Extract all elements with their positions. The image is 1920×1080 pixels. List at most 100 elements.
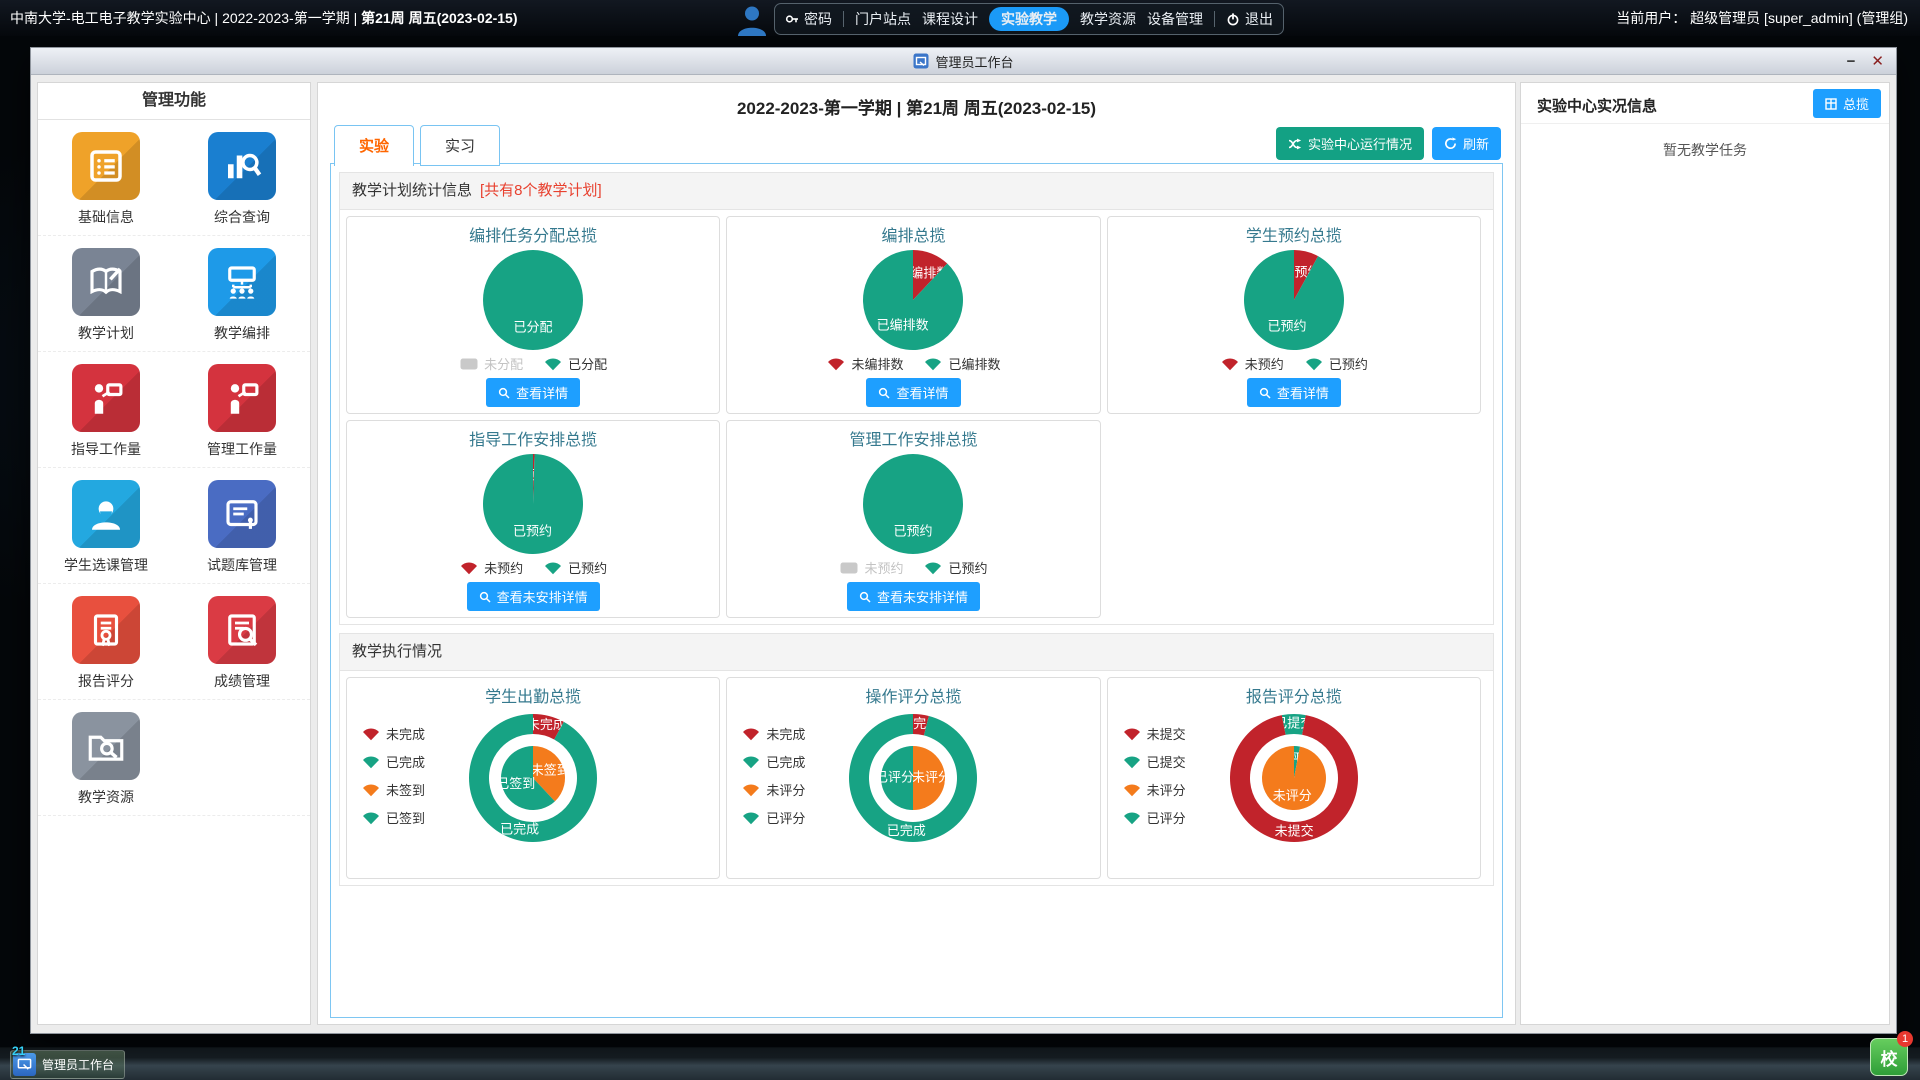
sidebar-item-chart-search-1[interactable]: 综合查询 bbox=[174, 132, 310, 227]
menu-item-resources[interactable]: 教学资源 bbox=[1080, 10, 1136, 27]
legend-fan-icon bbox=[363, 728, 379, 741]
magnifier-icon bbox=[859, 591, 871, 603]
view-detail-button[interactable]: 查看详情 bbox=[486, 378, 581, 407]
legend-label: 未分配 bbox=[484, 357, 524, 372]
tab-internship[interactable]: 实习 bbox=[420, 125, 501, 166]
legend-item-未预约[interactable]: 未预约 bbox=[1220, 354, 1284, 373]
legend-item-已编排数[interactable]: 已编排数 bbox=[923, 354, 1001, 373]
live-info-header: 实验中心实况信息 总揽 bbox=[1521, 83, 1889, 124]
legend-fan-icon bbox=[1305, 358, 1322, 371]
legend-item-已预约[interactable]: 已预约 bbox=[543, 558, 607, 577]
legend-label: 已评分 bbox=[766, 811, 806, 826]
doc-search-icon bbox=[208, 596, 276, 664]
sidebar-item-list-card-0[interactable]: 基础信息 bbox=[38, 132, 174, 227]
tab-experiment[interactable]: 实验 bbox=[334, 125, 415, 167]
sidebar-item-certificate-8[interactable]: 报告评分 bbox=[38, 596, 174, 691]
legend-label: 已编排数 bbox=[948, 357, 1001, 372]
legend-item-已分配[interactable]: 已分配 bbox=[543, 354, 607, 373]
system-title: 中南大学-电工电子教学实验中心 | 2022-2023-第一学期 | 第21周 … bbox=[10, 0, 518, 36]
sidebar-item-person-6[interactable]: 学生选课管理 bbox=[38, 480, 174, 575]
legend-label: 已完成 bbox=[386, 755, 426, 770]
sidebar-item-doc-search-9[interactable]: 成绩管理 bbox=[174, 596, 310, 691]
execution-section: 教学执行情况 学生出勤总揽 未完成 已完成 未签到 已签到 未完成 已完成 未签到 已签到 … bbox=[339, 633, 1494, 886]
sidebar-row: 指导工作量 管理工作量 bbox=[38, 352, 310, 468]
close-button[interactable]: ✕ bbox=[1871, 53, 1884, 70]
legend-item-未预约[interactable]: 未预约 bbox=[459, 558, 523, 577]
view-unarranged-button[interactable]: 查看未安排详情 bbox=[846, 582, 980, 611]
legend-item-未评分[interactable]: 未评分 bbox=[1122, 780, 1186, 799]
legend-item-已预约[interactable]: 已预约 bbox=[923, 558, 988, 577]
legend-item-未完成[interactable]: 未完成 bbox=[361, 724, 425, 743]
slice-label: 未完成 bbox=[527, 717, 566, 732]
window-titlebar[interactable]: 管理员工作台 − ✕ bbox=[31, 48, 1896, 75]
menu-item-course-design[interactable]: 课程设计 bbox=[922, 10, 978, 27]
slice-label: 已完成 bbox=[887, 823, 926, 838]
legend-item-已签到[interactable]: 已签到 bbox=[361, 808, 425, 827]
sidebar-item-label: 指导工作量 bbox=[71, 441, 141, 457]
legend-fan-icon bbox=[743, 756, 760, 769]
sidebar-item-label: 教学资源 bbox=[78, 789, 134, 805]
magnifier-icon bbox=[879, 387, 891, 399]
menu-item-portal[interactable]: 门户站点 bbox=[855, 10, 911, 27]
tab-bar: 实验 实习 bbox=[334, 125, 506, 167]
legend-label: 未评分 bbox=[766, 783, 806, 798]
legend-label: 未签到 bbox=[386, 783, 426, 798]
legend-label: 已预约 bbox=[1328, 357, 1368, 372]
user-avatar-icon[interactable] bbox=[735, 2, 769, 36]
legend-item-已评分[interactable]: 已评分 bbox=[1122, 808, 1186, 827]
legend-item-已评分[interactable]: 已评分 bbox=[741, 808, 805, 827]
view-detail-button[interactable]: 查看详情 bbox=[1246, 378, 1341, 407]
legend-item-未完成[interactable]: 未完成 bbox=[741, 724, 805, 743]
menu-item-lab-teaching[interactable]: 实验教学 bbox=[989, 6, 1069, 31]
legend-item-已完成[interactable]: 已完成 bbox=[741, 752, 805, 771]
legend-item-未评分[interactable]: 未评分 bbox=[741, 780, 805, 799]
slice-label: 未提交 bbox=[1274, 823, 1313, 838]
legend-item-已预约[interactable]: 已预约 bbox=[1304, 354, 1368, 373]
tray-app-icon[interactable]: 校 1 bbox=[1870, 1031, 1913, 1076]
sidebar-row: 学生选课管理 试题库管理 bbox=[38, 468, 310, 584]
slice-label: 已预约 bbox=[513, 523, 552, 538]
legend-item-未预约[interactable]: 未预约 bbox=[839, 558, 903, 577]
magnifier-icon bbox=[1259, 387, 1271, 399]
sidebar-item-tablet-touch-7[interactable]: 试题库管理 bbox=[174, 480, 310, 575]
org-board-icon bbox=[208, 248, 276, 316]
sidebar-row: 基础信息 综合查询 bbox=[38, 120, 310, 236]
legend-item-未分配[interactable]: 未分配 bbox=[459, 354, 523, 373]
sidebar-item-label: 综合查询 bbox=[214, 209, 270, 225]
legend-label: 已评分 bbox=[1146, 811, 1186, 826]
legend-label: 已预约 bbox=[948, 561, 988, 576]
slice-已预约 bbox=[863, 454, 964, 554]
view-unarranged-button[interactable]: 查看未安排详情 bbox=[466, 582, 600, 611]
menu-item-password[interactable]: 密码 bbox=[785, 9, 832, 29]
list-card-icon bbox=[72, 132, 140, 200]
legend-item-未编排数[interactable]: 未编排数 bbox=[826, 354, 903, 373]
legend-item-未提交[interactable]: 未提交 bbox=[1122, 724, 1186, 743]
legend-item-已完成[interactable]: 已完成 bbox=[361, 752, 425, 771]
legend-disabled-icon bbox=[460, 358, 478, 370]
legend-label: 已签到 bbox=[386, 811, 426, 826]
legend-item-未签到[interactable]: 未签到 bbox=[361, 780, 425, 799]
legend-item-已提交[interactable]: 已提交 bbox=[1122, 752, 1186, 771]
refresh-button[interactable]: 刷新 bbox=[1431, 127, 1501, 160]
menu-item-devices[interactable]: 设备管理 bbox=[1147, 10, 1203, 27]
sidebar-item-teacher-board-4[interactable]: 指导工作量 bbox=[38, 364, 174, 459]
legend-fan-icon bbox=[1221, 358, 1238, 371]
pie-cards-row2: 指导工作安排总揽 未预约 已预约 未预约 已预约 查看未安排详情 管理工作安排总揽 … bbox=[340, 420, 1493, 624]
view-detail-button[interactable]: 查看详情 bbox=[866, 378, 961, 407]
center-run-status-button[interactable]: 实验中心运行情况 bbox=[1275, 127, 1424, 160]
overview-button[interactable]: 总揽 bbox=[1812, 89, 1881, 118]
legend-label: 未编排数 bbox=[851, 357, 904, 372]
no-task-message: 暂无教学任务 bbox=[1663, 142, 1747, 158]
sidebar-item-teacher-board-5[interactable]: 管理工作量 bbox=[174, 364, 310, 459]
card-attendance: 学生出勤总揽 未完成 已完成 未签到 已签到 未完成 已完成 未签到 已签到 bbox=[346, 677, 721, 879]
menu-item-logout[interactable]: 退出 bbox=[1226, 9, 1273, 29]
minimize-button[interactable]: − bbox=[1846, 52, 1856, 70]
sidebar-item-folder-search-10[interactable]: 教学资源 bbox=[38, 712, 174, 807]
slice-未提交 bbox=[1229, 715, 1358, 842]
legend-fan-icon bbox=[1123, 756, 1140, 769]
legend-fan-icon bbox=[743, 784, 760, 797]
chart-title: 编排任务分配总揽 bbox=[469, 228, 598, 245]
sidebar-item-book-pencil-2[interactable]: 教学计划 bbox=[38, 248, 174, 343]
sidebar-item-org-board-3[interactable]: 教学编排 bbox=[174, 248, 310, 343]
taskbar-item-workbench[interactable]: 21 管理员工作台 bbox=[10, 1044, 126, 1079]
